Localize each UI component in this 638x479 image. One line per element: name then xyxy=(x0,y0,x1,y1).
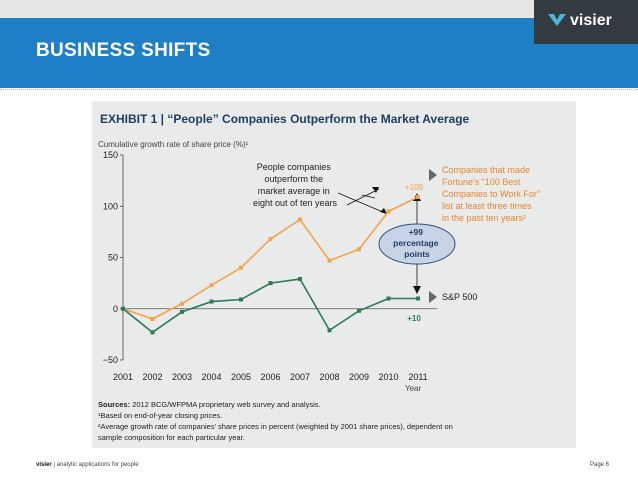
sp500-point xyxy=(298,277,302,282)
series-layer xyxy=(121,195,420,335)
best-companies-point xyxy=(357,247,361,252)
y-tick-label: 150 xyxy=(103,150,118,160)
x-tick-label: 2007 xyxy=(290,372,310,382)
footer-brand: visier | analytic applications for peopl… xyxy=(36,462,139,468)
note-2b: sample composition for each particular y… xyxy=(98,433,245,442)
gap-badge xyxy=(378,223,456,265)
sp500-point xyxy=(327,328,332,333)
x-tick-label: 2002 xyxy=(142,372,162,382)
page-number: Page 6 xyxy=(590,462,610,468)
footer-separator: | xyxy=(53,462,55,468)
x-tick-label: 2008 xyxy=(319,372,339,382)
best-series-label: Companies that made Fortune’s “100 Best … xyxy=(442,165,542,223)
logo-box xyxy=(534,0,638,44)
sp-end-value: +10 xyxy=(407,314,421,323)
sp500-point xyxy=(416,296,420,301)
callout-arrow-head xyxy=(372,187,379,193)
best-companies-point xyxy=(150,317,155,321)
x-tick-label: 2011 xyxy=(408,372,427,382)
sp500-point xyxy=(386,296,391,301)
logo-text: visier xyxy=(570,12,612,29)
sp-pointer-icon xyxy=(429,291,437,303)
sp500-point xyxy=(121,306,125,311)
best-companies-point xyxy=(180,301,184,306)
visier-logo-icon xyxy=(548,14,566,26)
y-tick-label: 50 xyxy=(108,253,118,263)
callout-arrow-left xyxy=(346,188,380,206)
x-tick-label: 2006 xyxy=(260,372,280,382)
exhibit-panel: EXHIBIT 1 | “People” Companies Outperfor… xyxy=(92,101,576,448)
sp-series-label: S&P 500 xyxy=(442,292,477,302)
x-axis-label: Year xyxy=(405,384,422,393)
slide-header xyxy=(0,18,638,88)
exhibit-chart: EXHIBIT 1 | “People” Companies Outperfor… xyxy=(98,112,542,442)
callout-text: People companies outperform the market a… xyxy=(253,162,338,208)
x-tick-label: 2003 xyxy=(172,372,192,382)
y-tick-label: −50 xyxy=(103,355,118,365)
best-companies-point xyxy=(239,265,243,270)
gap-arrow-down-icon xyxy=(413,286,421,294)
top-bar xyxy=(0,0,638,18)
sources-note: Sources: 2012 BCG/WFPMA proprietary web … xyxy=(98,400,321,409)
callout-arrow-right xyxy=(337,192,386,214)
x-tick-label: 2005 xyxy=(231,372,251,382)
best-companies-line xyxy=(122,196,419,320)
y-tick-label: 0 xyxy=(113,304,118,314)
sp500-point xyxy=(209,299,214,304)
callout-arrow-left-2 xyxy=(361,194,376,199)
best-companies-point xyxy=(327,258,332,263)
best-companies-point xyxy=(386,209,391,214)
best-pointer-icon xyxy=(429,169,437,181)
sp500-point xyxy=(150,330,155,335)
best-companies-point xyxy=(298,217,302,222)
sp500-point xyxy=(239,297,243,302)
note-1: ¹Based on end-of-year closing prices. xyxy=(98,411,222,420)
sp500-line xyxy=(122,278,418,334)
x-tick-label: 2009 xyxy=(349,372,369,382)
x-tick-label: 2010 xyxy=(378,372,398,382)
footer-tagline: analytic applications for people xyxy=(56,462,139,468)
gap-text: +99 percentage points xyxy=(393,227,441,259)
y-tick-label: 100 xyxy=(103,201,118,211)
chart-title: EXHIBIT 1 | “People” Companies Outperfor… xyxy=(100,112,470,126)
x-tick-label: 2001 xyxy=(113,372,133,382)
best-companies-point xyxy=(209,283,214,288)
sp500-point xyxy=(180,309,184,314)
sp500-point xyxy=(268,281,273,286)
footer-brand-name: visier xyxy=(36,462,52,468)
best-end-value: +109 xyxy=(405,183,424,192)
best-companies-point xyxy=(416,195,420,200)
best-companies-point xyxy=(268,237,273,242)
sp500-point xyxy=(357,308,361,313)
callout-arrow-head-2 xyxy=(380,208,387,214)
x-tick-label: 2004 xyxy=(201,372,221,382)
tick-labels: 150 100 50 0 −50 2001 2002 2003 2004 2005 2006 2007… xyxy=(103,150,428,382)
note-2a: ²Average growth rate of companies’ share… xyxy=(98,422,453,431)
y-axis-label: Cumulative growth rate of share price (%… xyxy=(98,140,249,149)
header-divider xyxy=(0,89,638,90)
slide-title: BUSINESS SHIFTS xyxy=(36,40,211,61)
